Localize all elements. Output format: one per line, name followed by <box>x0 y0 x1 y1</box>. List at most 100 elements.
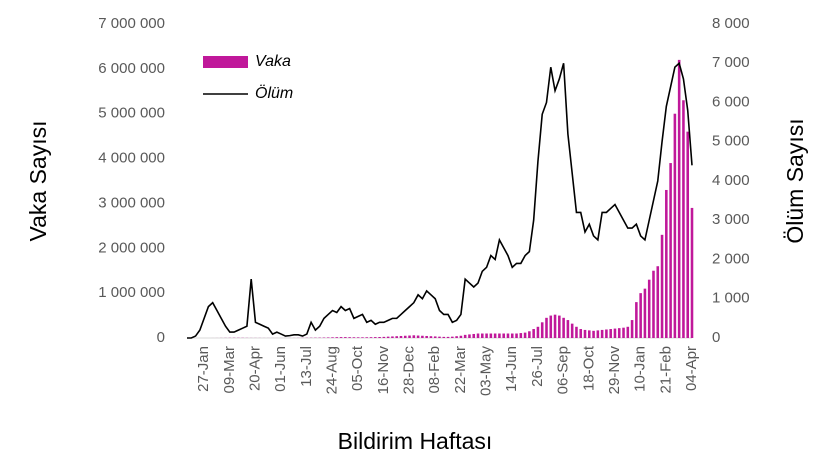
bar <box>395 336 398 338</box>
bar <box>523 332 527 338</box>
bar <box>344 337 347 338</box>
y-axis-title: Vaka Sayısı <box>25 120 51 241</box>
y-tick-label: 4 000 000 <box>98 150 165 167</box>
line <box>187 61 693 339</box>
bar <box>481 333 484 338</box>
bar <box>506 333 510 338</box>
bar <box>416 335 420 338</box>
x-tick-label: 29-Nov <box>606 346 623 395</box>
y2-tick-label: 5 000 <box>712 133 750 150</box>
y-tick-label: 3 000 000 <box>98 194 165 211</box>
x-tick-label: 16-Nov <box>375 346 392 395</box>
y2-tick-label: 1 000 <box>712 290 750 307</box>
bar <box>613 328 617 338</box>
bar <box>553 314 557 338</box>
bar <box>403 335 407 338</box>
bar <box>510 333 514 338</box>
bar <box>382 336 386 338</box>
bar <box>669 163 672 338</box>
bar <box>558 315 561 338</box>
y2-tick-label: 8 000 <box>712 15 750 32</box>
bar <box>378 337 381 338</box>
bar <box>433 336 437 338</box>
y-tick-label: 7 000 000 <box>98 15 165 32</box>
x-tick-label: 24-Aug <box>323 346 340 394</box>
bar <box>575 326 578 338</box>
bar <box>656 266 660 338</box>
bar <box>472 333 476 338</box>
bar <box>408 335 411 338</box>
x-tick-label: 03-May <box>478 346 495 397</box>
x-tick-label: 05-Oct <box>349 345 366 391</box>
bar <box>630 320 634 338</box>
bar <box>682 100 685 338</box>
bar <box>570 323 574 338</box>
bar <box>361 337 364 338</box>
bar <box>540 322 544 338</box>
x-tick-label: 08-Feb <box>426 346 443 394</box>
y2-tick-label: 6 000 <box>712 93 750 110</box>
bar <box>468 334 471 338</box>
legend-label: Ölüm <box>255 84 293 102</box>
bar <box>459 335 463 338</box>
y2-tick-label: 7 000 <box>712 54 750 71</box>
y-tick-label: 6 000 000 <box>98 60 165 77</box>
y2-axis-title: Ölüm Sayısı <box>782 118 808 243</box>
x-tick-label: 26-Jul <box>529 346 546 387</box>
bar <box>532 329 535 338</box>
bar <box>502 333 505 338</box>
x-tick-label: 22-Mar <box>452 346 469 394</box>
x-tick-label: 20-Apr <box>246 346 263 391</box>
y2-tick-label: 0 <box>712 329 720 346</box>
x-tick-label: 27-Jan <box>195 346 212 392</box>
bar <box>592 330 595 338</box>
bar <box>498 333 501 338</box>
bar <box>622 327 625 338</box>
bar <box>635 302 638 338</box>
bar <box>545 317 548 338</box>
bar <box>519 333 523 338</box>
bar <box>515 333 518 338</box>
bar <box>455 336 458 338</box>
bar <box>331 337 334 338</box>
bar <box>429 336 433 338</box>
x-axis-title: Bildirim Haftası <box>338 428 493 454</box>
bar <box>386 336 390 338</box>
bar <box>626 326 630 338</box>
bar <box>493 333 497 338</box>
bar <box>442 336 446 338</box>
bar <box>451 336 454 338</box>
bar <box>549 315 553 338</box>
bar <box>412 335 416 338</box>
bar <box>617 328 621 338</box>
legend-label: Vaka <box>255 53 291 70</box>
bar <box>673 113 677 338</box>
bar <box>528 331 531 338</box>
y-tick-label: 5 000 000 <box>98 105 165 122</box>
bar <box>335 337 339 338</box>
bar <box>643 288 647 338</box>
bar <box>399 335 403 338</box>
bar <box>421 335 424 338</box>
bar <box>583 329 587 338</box>
bar <box>579 329 583 338</box>
bar <box>588 330 591 338</box>
y-tick-label: 2 000 000 <box>98 239 165 256</box>
x-tick-label: 10-Jan <box>632 346 649 392</box>
bar <box>690 207 694 338</box>
y-tick-label: 1 000 000 <box>98 284 165 301</box>
bar <box>596 330 600 338</box>
bar <box>665 189 668 338</box>
bar <box>369 337 373 338</box>
x-tick-label: 28-Dec <box>401 346 418 395</box>
y2-tick-label: 2 000 <box>712 250 750 267</box>
y2-tick-label: 3 000 <box>712 211 750 228</box>
x-tick-label: 14-Jun <box>503 346 520 392</box>
bar <box>605 329 608 338</box>
x-tick-label: 04-Apr <box>683 346 700 391</box>
y2-tick-label: 4 000 <box>712 172 750 189</box>
x-tick-label: 13-Jul <box>298 346 315 387</box>
bar <box>609 329 612 338</box>
bar <box>446 336 450 338</box>
bar <box>476 333 480 338</box>
